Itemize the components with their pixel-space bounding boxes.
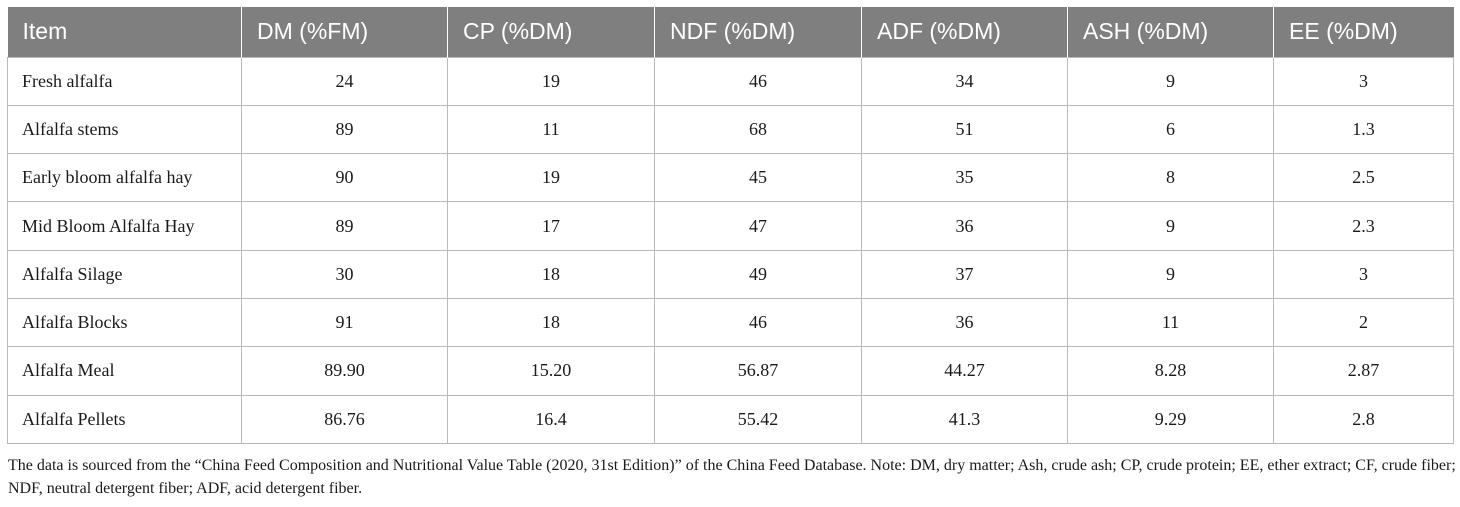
- cell-ndf: 47: [654, 201, 862, 251]
- header-ndf: NDF (%DM): [654, 7, 862, 57]
- cell-ee: 3: [1273, 249, 1454, 299]
- cell-ndf: 56.87: [654, 346, 862, 396]
- cell-item: Alfalfa Pellets: [7, 394, 242, 444]
- table-row: Alfalfa Meal 89.90 15.20 56.87 44.27 8.2…: [7, 346, 1454, 396]
- cell-ash: 9: [1067, 201, 1274, 251]
- table-footnote: The data is sourced from the “China Feed…: [8, 457, 1456, 497]
- cell-ndf: 46: [654, 297, 862, 348]
- table-row: Alfalfa stems 89 11 68 51 6 1.3: [7, 104, 1454, 155]
- cell-ee: 2.3: [1273, 201, 1454, 251]
- cell-ee: 2.87: [1273, 346, 1454, 396]
- cell-ee: 1.3: [1273, 104, 1454, 155]
- cell-cp: 18: [447, 249, 655, 299]
- cell-dm: 30: [241, 249, 448, 299]
- table-header: Item DM (%FM) CP (%DM) NDF (%DM) ADF (%D…: [7, 7, 1454, 57]
- table-row: Alfalfa Pellets 86.76 16.4 55.42 41.3 9.…: [7, 394, 1454, 444]
- cell-dm: 91: [241, 297, 448, 348]
- cell-cp: 15.20: [447, 346, 655, 396]
- cell-adf: 36: [861, 201, 1068, 251]
- cell-ndf: 55.42: [654, 394, 862, 444]
- cell-dm: 89.90: [241, 346, 448, 396]
- cell-adf: 35: [861, 153, 1068, 203]
- cell-adf: 41.3: [861, 394, 1068, 444]
- header-adf: ADF (%DM): [861, 7, 1068, 57]
- cell-item: Fresh alfalfa: [7, 56, 242, 106]
- cell-item: Alfalfa Blocks: [7, 297, 242, 348]
- nutrition-table-container: Item DM (%FM) CP (%DM) NDF (%DM) ADF (%D…: [7, 7, 1454, 444]
- header-ee: EE (%DM): [1273, 7, 1454, 57]
- header-dm: DM (%FM): [241, 7, 448, 57]
- cell-ash: 8.28: [1067, 346, 1274, 396]
- cell-ee: 2.8: [1273, 394, 1454, 444]
- cell-ee: 2: [1273, 297, 1454, 348]
- cell-cp: 19: [447, 56, 655, 106]
- alfalfa-composition-table: Item DM (%FM) CP (%DM) NDF (%DM) ADF (%D…: [7, 7, 1454, 444]
- cell-cp: 16.4: [447, 394, 655, 444]
- cell-ndf: 45: [654, 153, 862, 203]
- cell-ndf: 49: [654, 249, 862, 299]
- table-row: Early bloom alfalfa hay 90 19 45 35 8 2.…: [7, 153, 1454, 203]
- cell-adf: 51: [861, 104, 1068, 155]
- cell-ndf: 46: [654, 56, 862, 106]
- cell-ee: 3: [1273, 56, 1454, 106]
- cell-cp: 18: [447, 297, 655, 348]
- header-cp: CP (%DM): [447, 7, 655, 57]
- cell-dm: 89: [241, 104, 448, 155]
- cell-item: Early bloom alfalfa hay: [7, 153, 242, 203]
- header-row: Item DM (%FM) CP (%DM) NDF (%DM) ADF (%D…: [7, 7, 1454, 57]
- cell-adf: 37: [861, 249, 1068, 299]
- cell-cp: 19: [447, 153, 655, 203]
- cell-ee: 2.5: [1273, 153, 1454, 203]
- cell-item: Alfalfa Silage: [7, 249, 242, 299]
- cell-adf: 44.27: [861, 346, 1068, 396]
- cell-ash: 6: [1067, 104, 1274, 155]
- table-row: Alfalfa Silage 30 18 49 37 9 3: [7, 249, 1454, 299]
- cell-item: Mid Bloom Alfalfa Hay: [7, 201, 242, 251]
- cell-adf: 36: [861, 297, 1068, 348]
- cell-dm: 86.76: [241, 394, 448, 444]
- table-row: Fresh alfalfa 24 19 46 34 9 3: [7, 56, 1454, 106]
- cell-dm: 24: [241, 56, 448, 106]
- cell-ash: 9.29: [1067, 394, 1274, 444]
- header-item: Item: [22, 18, 68, 45]
- cell-item: Alfalfa Meal: [7, 346, 242, 396]
- cell-dm: 90: [241, 153, 448, 203]
- cell-ash: 8: [1067, 153, 1274, 203]
- table-body: Fresh alfalfa 24 19 46 34 9 3 Alfalfa st…: [7, 56, 1454, 444]
- cell-ash: 9: [1067, 56, 1274, 106]
- cell-ndf: 68: [654, 104, 862, 155]
- cell-ash: 11: [1067, 297, 1274, 348]
- cell-cp: 17: [447, 201, 655, 251]
- cell-ash: 9: [1067, 249, 1274, 299]
- cell-dm: 89: [241, 201, 448, 251]
- table-row: Alfalfa Blocks 91 18 46 36 11 2: [7, 297, 1454, 348]
- cell-item: Alfalfa stems: [7, 104, 242, 155]
- table-row: Mid Bloom Alfalfa Hay 89 17 47 36 9 2.3: [7, 201, 1454, 251]
- cell-cp: 11: [447, 104, 655, 155]
- cell-adf: 34: [861, 56, 1068, 106]
- header-ash: ASH (%DM): [1067, 7, 1274, 57]
